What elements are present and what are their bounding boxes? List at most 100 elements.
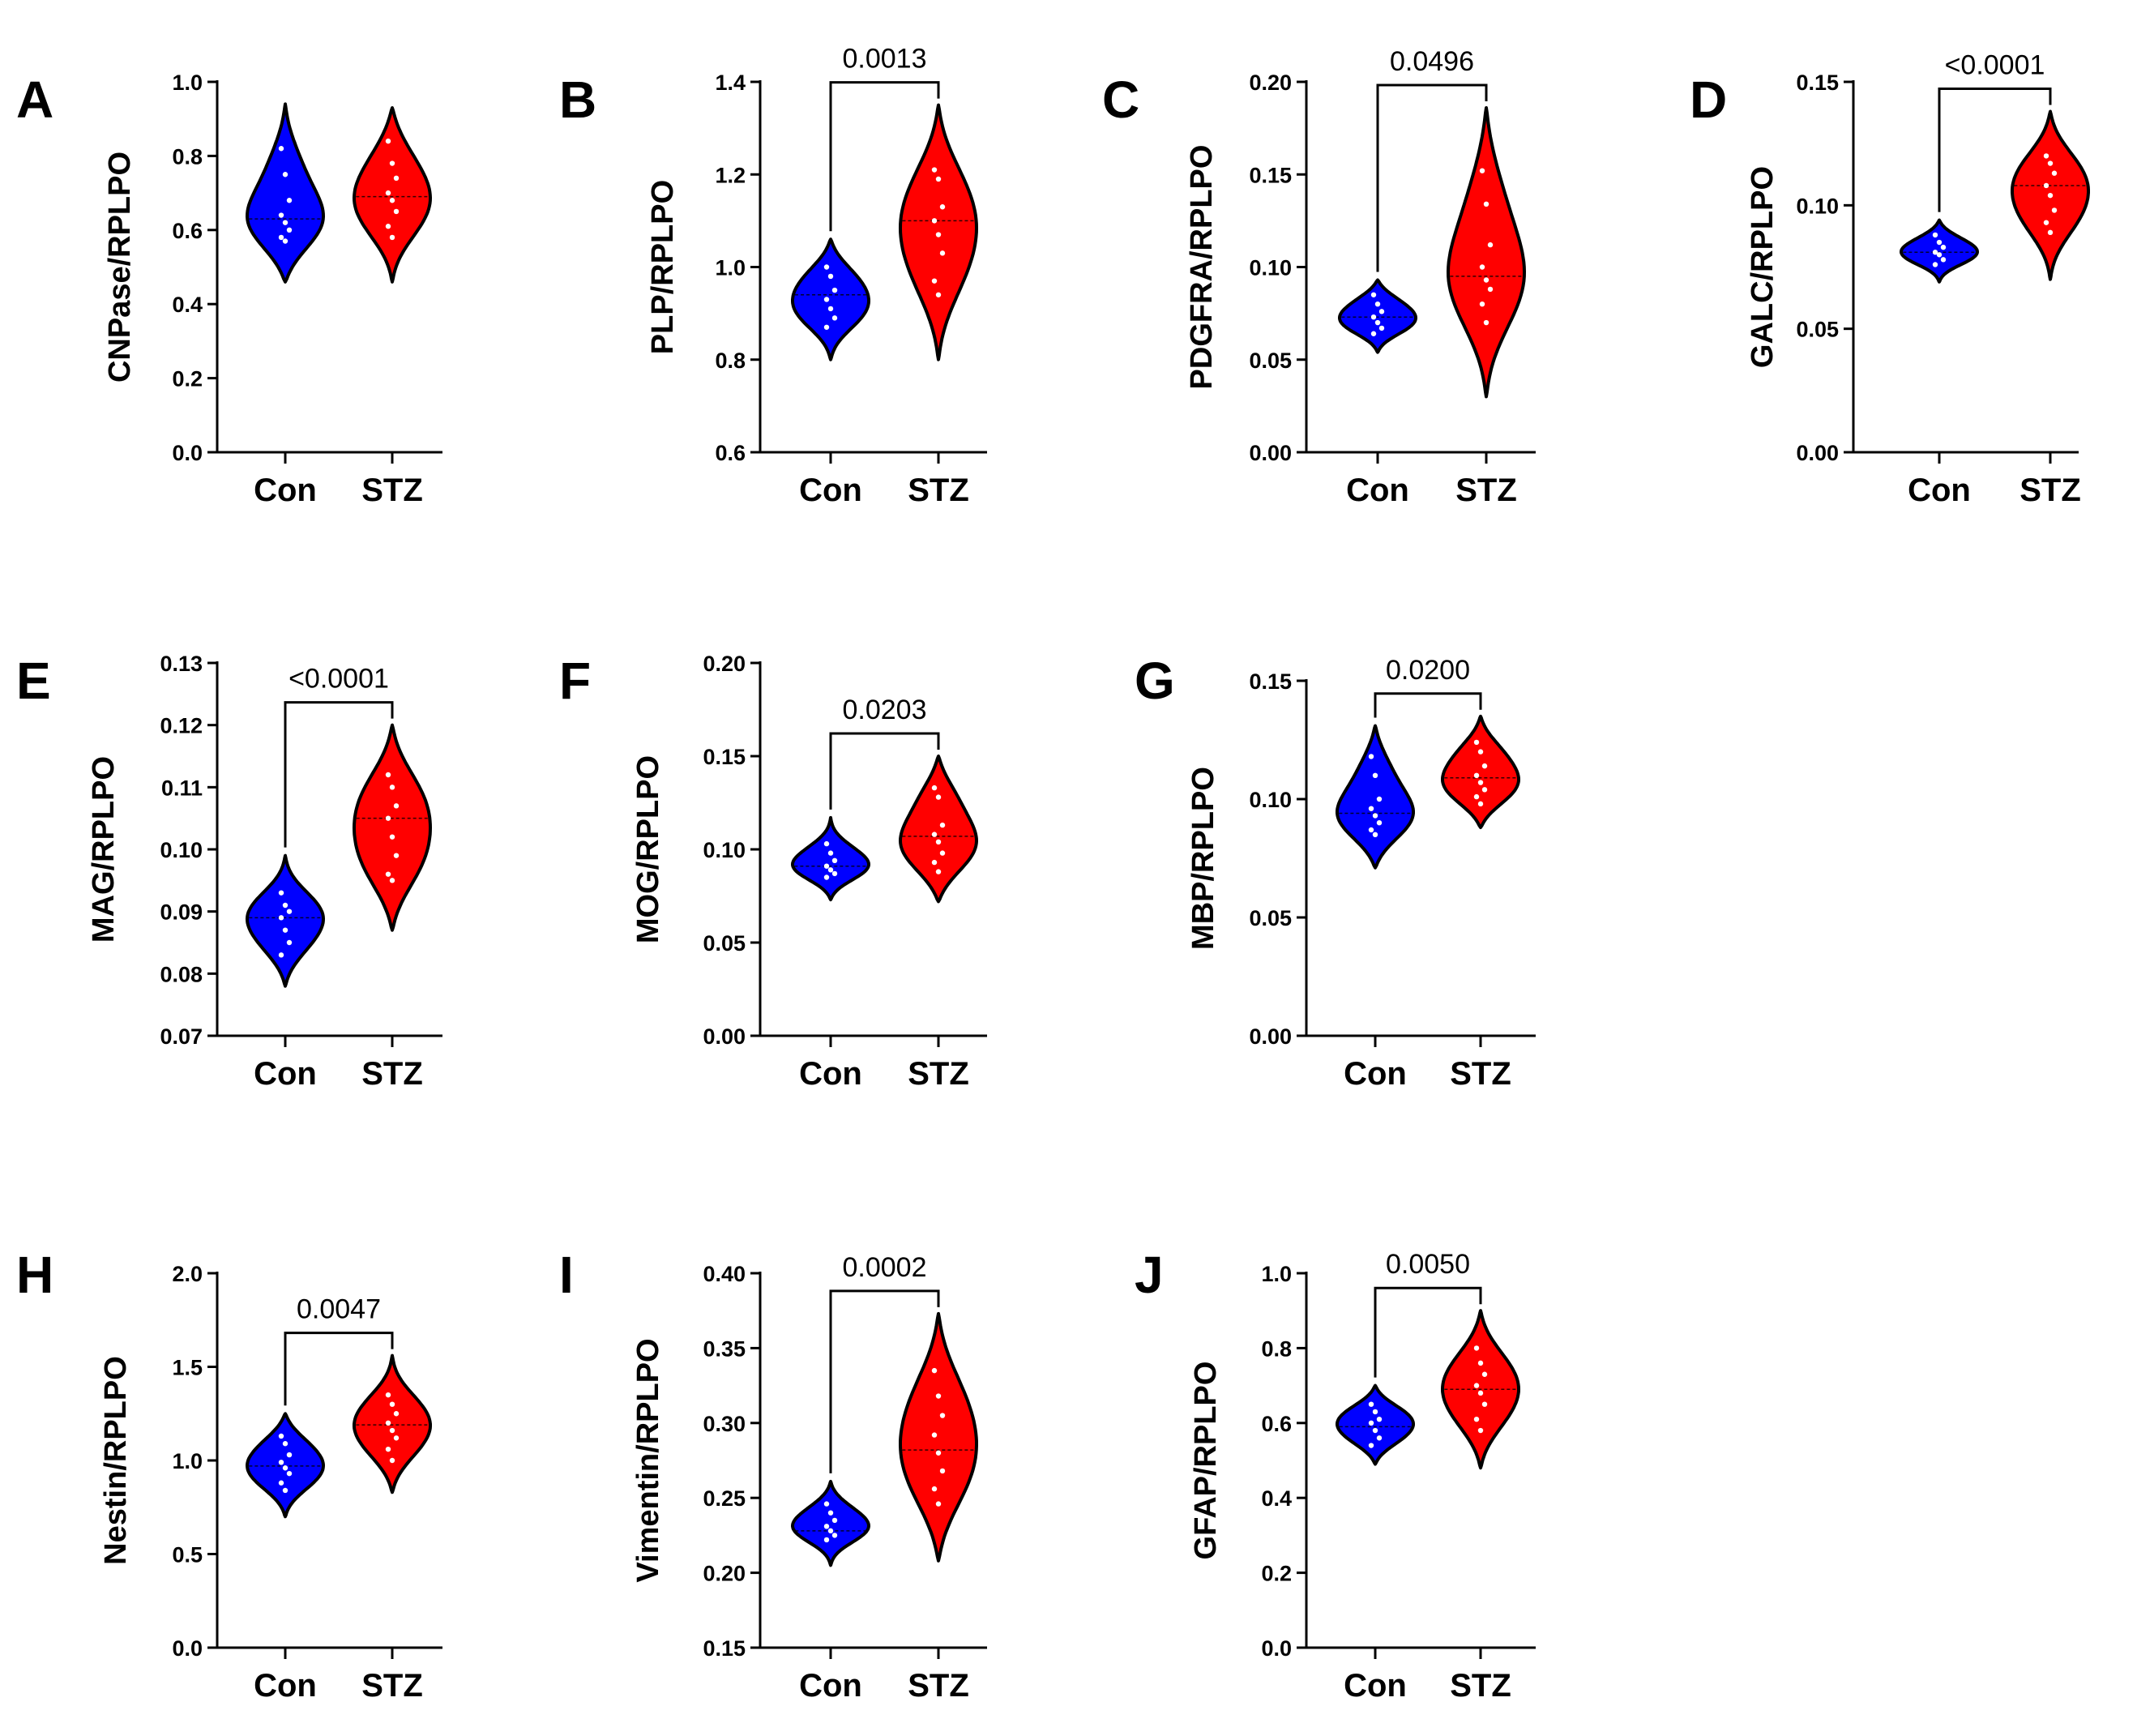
data-point xyxy=(1372,772,1378,778)
x-tick-label: Con xyxy=(1346,472,1409,508)
significance-bracket xyxy=(284,701,394,848)
y-tick-label: 1.0 xyxy=(715,256,746,280)
data-point xyxy=(939,250,946,256)
data-point xyxy=(1932,250,1938,255)
data-point xyxy=(1473,1345,1480,1351)
y-tick-label: 0.15 xyxy=(703,745,746,769)
data-point xyxy=(286,198,293,203)
significance-bracket xyxy=(284,1332,394,1406)
data-point xyxy=(1473,1383,1480,1388)
y-tick-label: 0.20 xyxy=(1249,71,1292,95)
y-tick-label: 0.35 xyxy=(703,1336,746,1361)
y-axis-label: GALC/RPLPO xyxy=(1746,166,1780,368)
significance-bracket xyxy=(829,81,940,232)
y-axis-label: MOG/RPLPO xyxy=(631,755,665,943)
y-tick-label: 0.11 xyxy=(161,776,203,800)
data-point xyxy=(831,857,838,864)
data-point xyxy=(1378,309,1385,314)
data-point xyxy=(831,315,838,321)
data-point xyxy=(1936,239,1943,246)
panel-letter: B xyxy=(559,71,596,129)
data-point xyxy=(1378,325,1385,331)
data-point xyxy=(1479,301,1485,307)
data-point xyxy=(1372,832,1378,838)
y-axis-label: MBP/RPLPO xyxy=(1186,767,1220,950)
data-point xyxy=(935,794,942,800)
significance-bracket xyxy=(829,732,940,810)
data-point xyxy=(931,859,938,866)
data-point xyxy=(389,198,395,203)
data-point xyxy=(385,1392,391,1398)
panel-b: B PLP/RPLPO 0.6 0.8 1.0 1.2 1.4 Con STZ 0.0013 xyxy=(559,44,987,508)
data-point xyxy=(286,939,293,946)
y-tick-label: 0.10 xyxy=(703,838,746,862)
violin-con xyxy=(246,102,325,284)
violin-con xyxy=(1336,1383,1415,1466)
data-point xyxy=(1368,1420,1374,1426)
y-tick-label: 0.05 xyxy=(1249,906,1292,930)
y-tick-label: 0.15 xyxy=(1249,669,1292,694)
data-point xyxy=(385,224,391,229)
data-point xyxy=(1370,292,1377,297)
data-point xyxy=(282,1441,288,1447)
y-tick-label: 0.13 xyxy=(160,652,203,676)
data-point xyxy=(1940,244,1947,250)
y-tick-label: 0.08 xyxy=(160,962,203,986)
y-tick-label: 0.6 xyxy=(715,441,746,465)
data-point xyxy=(931,278,938,284)
violin-con xyxy=(246,1412,325,1519)
data-point xyxy=(393,208,400,215)
panel-letter: C xyxy=(1102,71,1139,129)
data-point xyxy=(286,1470,293,1477)
data-point xyxy=(831,287,838,293)
y-axis-label: MAG/RPLPO xyxy=(87,756,121,943)
data-point xyxy=(1370,314,1377,320)
x-tick-label: STZ xyxy=(1450,1668,1511,1704)
data-point xyxy=(1483,277,1489,283)
data-point xyxy=(1376,1416,1383,1422)
data-point xyxy=(939,850,946,856)
p-value-label: 0.0047 xyxy=(297,1294,381,1325)
x-tick-label: STZ xyxy=(361,1056,423,1092)
data-point xyxy=(385,1446,391,1452)
y-tick-label: 1.4 xyxy=(715,71,746,95)
y-tick-label: 0.0 xyxy=(172,441,203,465)
data-point xyxy=(823,874,830,880)
x-tick-label: STZ xyxy=(908,1668,969,1704)
violin-con xyxy=(791,1479,870,1567)
y-tick-label: 0.05 xyxy=(1249,348,1292,373)
data-point xyxy=(385,772,391,778)
data-point xyxy=(931,832,938,837)
data-point xyxy=(1481,763,1488,769)
data-point xyxy=(931,1367,938,1374)
data-point xyxy=(282,172,288,177)
data-point xyxy=(823,863,830,869)
data-point xyxy=(389,878,395,883)
data-point xyxy=(931,1432,938,1438)
data-point xyxy=(1473,772,1480,778)
data-point xyxy=(286,909,293,914)
x-tick-label: Con xyxy=(254,1668,317,1704)
y-tick-label: 0.05 xyxy=(1796,318,1839,342)
violin-stz xyxy=(899,1311,978,1563)
data-point xyxy=(823,1524,830,1529)
data-point xyxy=(939,204,946,210)
violin-con xyxy=(1900,218,1979,284)
panel-letter: H xyxy=(16,1246,53,1304)
y-tick-label: 0.20 xyxy=(703,652,746,676)
data-point xyxy=(831,1517,838,1524)
x-tick-label: Con xyxy=(799,1056,862,1092)
data-point xyxy=(278,1433,284,1439)
data-point xyxy=(2043,153,2049,159)
data-point xyxy=(1376,796,1383,802)
data-point xyxy=(393,1435,400,1441)
data-point xyxy=(1487,286,1494,293)
y-tick-label: 0.0 xyxy=(172,1636,203,1661)
data-point xyxy=(389,834,395,840)
data-point xyxy=(1372,813,1378,819)
data-point xyxy=(1376,1435,1383,1441)
y-tick-label: 0.10 xyxy=(1249,788,1292,812)
y-axis-label: PLP/RPLPO xyxy=(646,180,680,354)
data-point xyxy=(1481,1401,1488,1407)
data-point xyxy=(1368,827,1374,833)
